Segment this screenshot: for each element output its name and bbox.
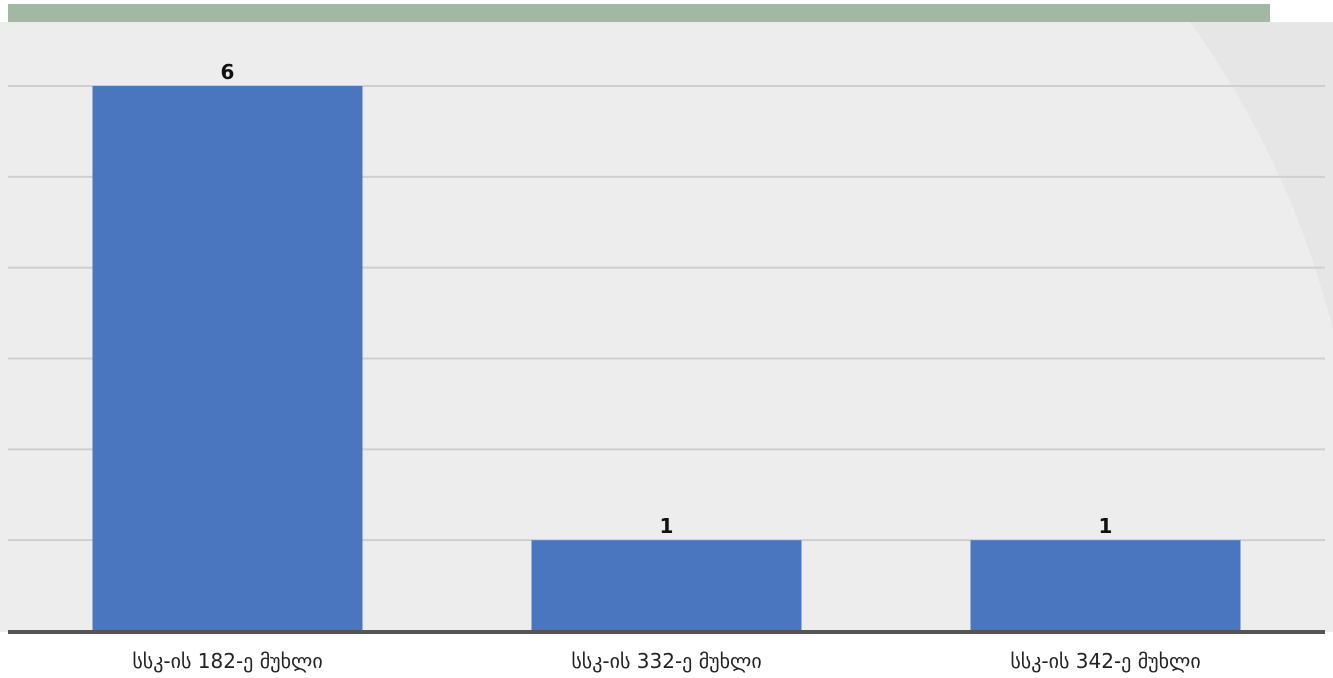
decorative-curve xyxy=(1190,22,1333,330)
category-label: სსკ-ის 332-ე მუხლი xyxy=(571,649,761,673)
bar xyxy=(92,86,363,631)
bar-value-label: 1 xyxy=(1099,514,1113,538)
category-labels: სსკ-ის 182-ე მუხლი სსკ-ის 332-ე მუხლი სსკ-… xyxy=(132,649,1200,673)
top-band xyxy=(8,4,1270,22)
bar-value-label: 6 xyxy=(221,60,235,84)
bars xyxy=(92,86,1241,631)
bar xyxy=(531,540,802,631)
data-labels: 6 1 1 xyxy=(221,60,1113,538)
bar xyxy=(970,540,1241,631)
bar-value-label: 1 xyxy=(660,514,674,538)
category-label: სსკ-ის 182-ე მუხლი xyxy=(132,649,322,673)
category-label: სსკ-ის 342-ე მუხლი xyxy=(1010,649,1200,673)
